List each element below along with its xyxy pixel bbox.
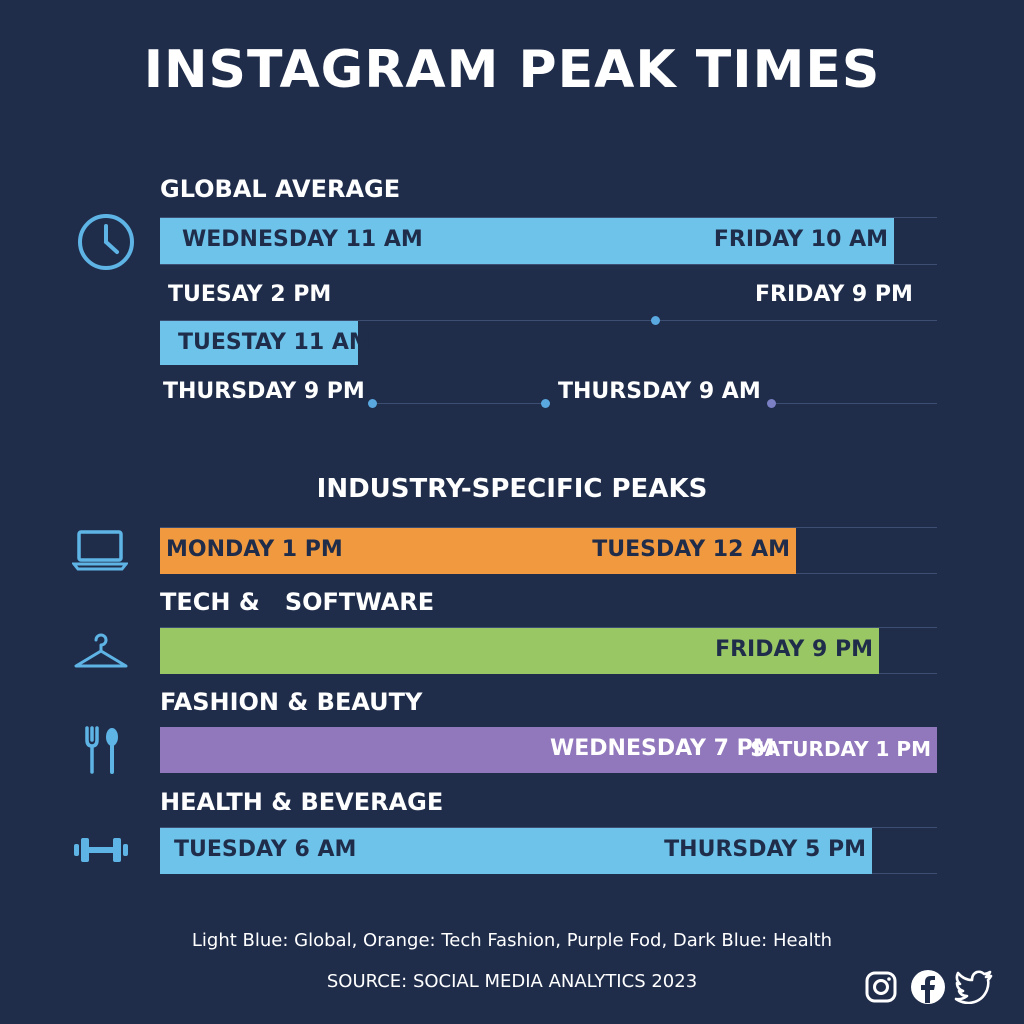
laptop-icon [72,530,128,571]
bar-label-end: TUESDAY 12 AM [592,537,790,562]
bar-label-end: FRIDAY 9 PM [715,637,873,662]
track-line [377,403,542,404]
global-average-label: GLOBAL AVERAGE [160,175,401,203]
bar-label-start: MONDAY 1 PM [166,537,343,562]
track-line [160,527,937,528]
bar-label-end: FRIDAY 10 AM [713,227,888,252]
track-line [776,403,937,404]
bar-label-start: TUESTAY 11 AM [178,330,371,355]
source-note: SOURCE: SOCIAL MEDIA ANALYTICS 2023 [326,971,698,992]
track-line [160,264,937,265]
food-bar: WEDNESDAY 7 PM SATURDAY 1 PM [160,727,937,773]
clock-icon [78,214,134,270]
marker-dot [651,316,660,325]
fashion-bar: FRIDAY 9 PM [160,628,879,674]
fashion-beauty-label: FASHION & BEAUTY [160,688,423,716]
twitter-icon[interactable] [954,970,994,1004]
marker-dot [767,399,776,408]
tech-bar: MONDAY 1 PM TUESDAY 12 AM [160,528,796,574]
fork-spoon-icon [85,726,118,774]
page-title: INSTAGRAM PEAK TIMES [143,40,881,100]
track-line [160,320,937,321]
hanger-icon [74,633,128,668]
bar-label-end: SATURDAY 1 PM [750,737,931,761]
global-row2-right: FRIDAY 9 PM [755,282,913,307]
tech-software-label: TECH & SOFTWARE [160,588,435,616]
dumbbell-icon [74,838,128,862]
global-row4-left: THURSDAY 9 PM [163,379,365,404]
health-beverage-label: HEALTH & BEVERAGE [160,788,444,816]
marker-dot [368,399,377,408]
global-row4-right: THURSDAY 9 AM [558,379,761,404]
global-row2-left: TUESAY 2 PM [168,282,332,307]
health-bar: TUESDAY 6 AM THURSDAY 5 PM [160,828,872,874]
bar-label-end: THURSDAY 5 PM [664,837,866,862]
marker-dot [541,399,550,408]
global-bar-3: TUESTAY 11 AM [160,321,371,365]
instagram-icon[interactable] [864,970,898,1004]
bar-label-start: WEDNESDAY 11 AM [182,227,423,252]
color-legend: Light Blue: Global, Orange: Tech Fashion… [191,930,833,951]
track-line [160,827,937,828]
bar-label-mid: WEDNESDAY 7 PM [550,736,775,761]
bar-label-start: TUESDAY 6 AM [174,837,357,862]
facebook-icon[interactable] [910,969,946,1005]
global-bar-1: WEDNESDAY 11 AM FRIDAY 10 AM [160,218,894,264]
track-line [160,627,937,628]
industry-section-label: INDUSTRY-SPECIFIC PEAKS [316,474,708,504]
track-line [160,217,937,218]
